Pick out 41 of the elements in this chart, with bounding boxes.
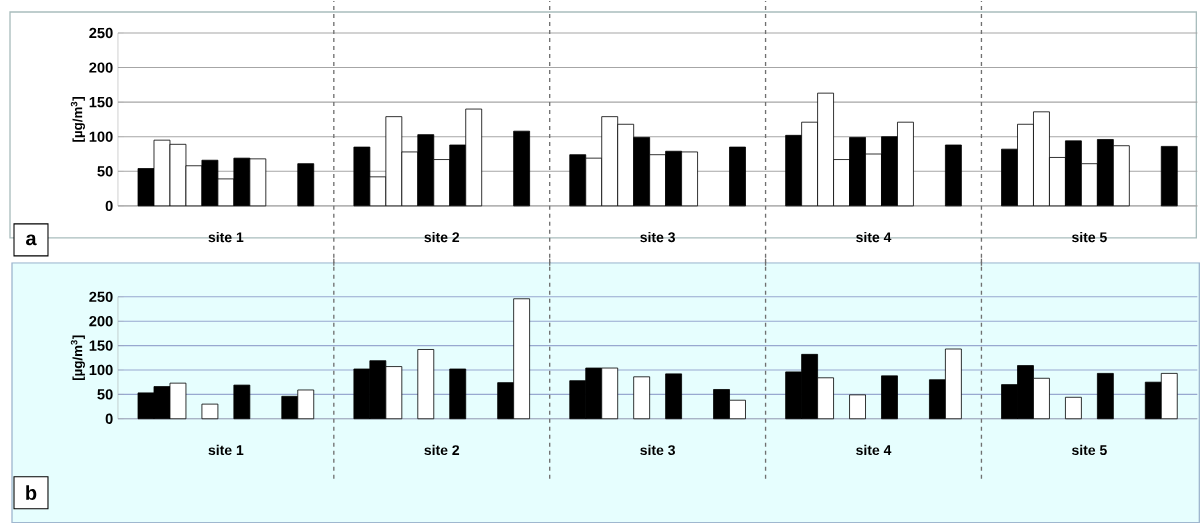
bar	[201, 403, 219, 419]
bar	[729, 146, 746, 207]
bar	[449, 368, 467, 419]
y-tick-label: 200	[89, 62, 113, 73]
text: b	[26, 485, 37, 500]
y-tick-label: 100	[89, 131, 113, 142]
bar	[297, 163, 315, 207]
y-tick-label: 0	[105, 200, 113, 211]
x-tick-label: site 1	[208, 444, 244, 455]
y-tick-label: 250	[89, 27, 113, 38]
bar	[633, 376, 651, 419]
x-tick-label: site 5	[1072, 231, 1107, 243]
y-axis-title: [µg/m$^{3}$]	[70, 335, 85, 380]
bar	[849, 394, 866, 419]
bar	[881, 375, 898, 419]
bar	[1065, 396, 1082, 419]
text: a	[26, 234, 37, 246]
y-tick-label: 50	[97, 165, 113, 177]
bar	[513, 130, 531, 207]
y-tick-label: 50	[97, 389, 113, 400]
x-tick-label: site 2	[424, 231, 460, 243]
y-tick-label: 0	[105, 413, 113, 424]
bar	[945, 144, 962, 207]
x-tick-label: site 5	[1072, 444, 1107, 455]
y-tick-label: 250	[89, 291, 113, 302]
x-tick-label: site 3	[640, 231, 675, 243]
x-tick-label: site 2	[424, 444, 460, 455]
bar	[233, 384, 251, 419]
y-tick-label: 150	[89, 340, 113, 351]
y-tick-label: 200	[89, 315, 113, 327]
x-tick-label: site 1	[208, 231, 244, 243]
bar	[665, 373, 682, 419]
bar	[1096, 372, 1114, 419]
bar	[417, 348, 435, 419]
y-axis-title: [µg/m$^{3}$]	[70, 96, 85, 142]
x-tick-label: site 4	[856, 444, 892, 455]
y-tick-label: 100	[89, 364, 113, 375]
x-tick-label: site 4	[856, 231, 892, 243]
x-tick-label: site 3	[640, 444, 675, 455]
bar	[1160, 145, 1178, 207]
y-tick-label: 150	[89, 96, 113, 108]
